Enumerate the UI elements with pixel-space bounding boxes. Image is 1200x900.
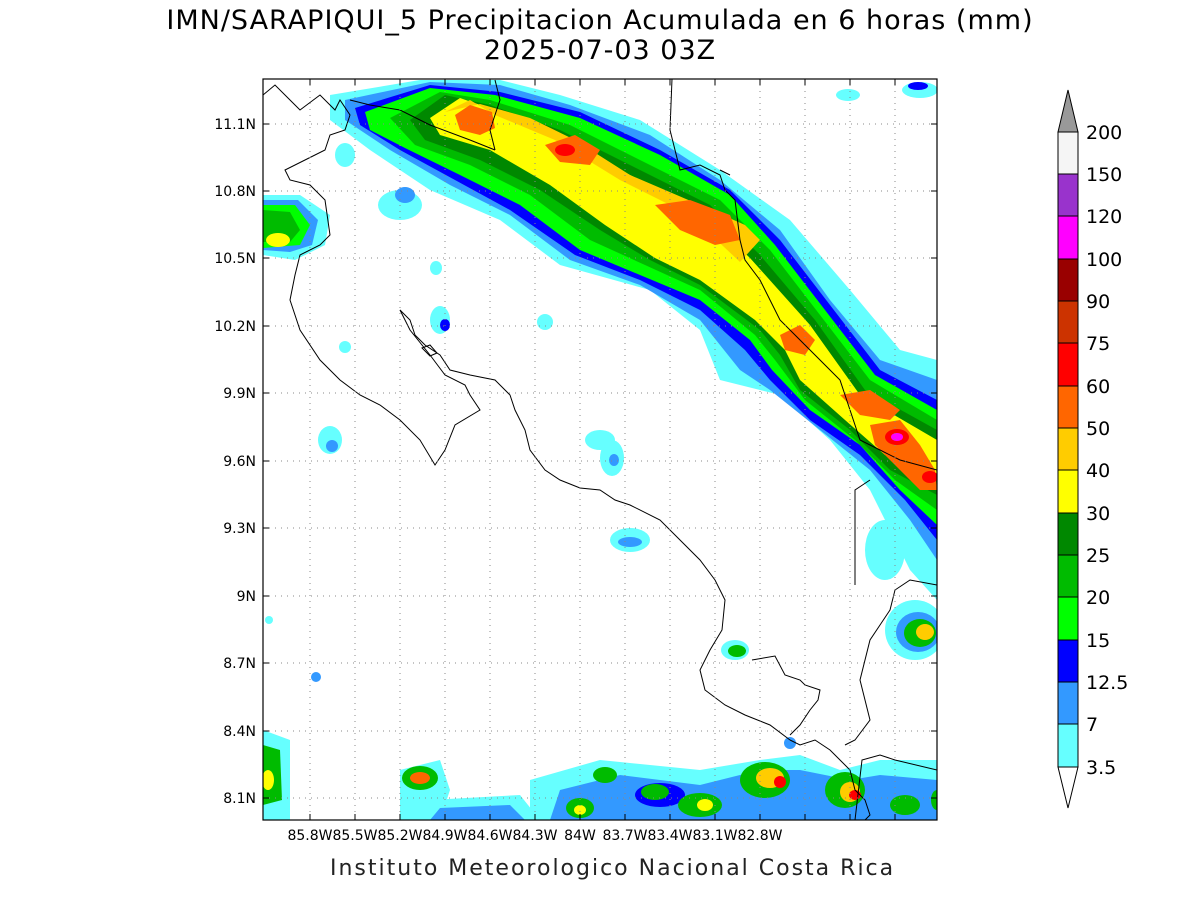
rain-cell-120 xyxy=(891,433,903,441)
lat-label: 9N xyxy=(237,589,256,605)
rain-band-north-30 xyxy=(430,98,937,480)
colorbar-label: 60 xyxy=(1086,376,1110,398)
colorbar-label: 150 xyxy=(1086,164,1122,186)
rain-cell-d-50 xyxy=(780,325,815,355)
rain-cell-e-50 xyxy=(840,390,900,420)
colorbar-label: 200 xyxy=(1086,122,1122,144)
lon-label: 84.6W xyxy=(467,828,512,844)
rain-band-north-3-5 xyxy=(330,80,937,600)
lat-label: 9.6N xyxy=(223,454,256,470)
lat-label: 10.2N xyxy=(214,319,256,335)
longitude-labels: 85.8W 85.5W 85.2W 84.9W 84.6W 84.3W 84W … xyxy=(287,828,782,844)
lon-label: 83.7W xyxy=(602,828,647,844)
colorbar-label: 120 xyxy=(1086,206,1122,228)
map-frame xyxy=(262,78,938,821)
colorbar-label: 15 xyxy=(1086,630,1110,652)
colorbar-label: 40 xyxy=(1086,460,1110,482)
lat-label: 8.1N xyxy=(223,791,256,807)
rain-band-north-12 xyxy=(355,85,937,540)
colorbar-top-arrow xyxy=(1057,89,1079,133)
colorbar: 200 150 120 100 90 75 60 50 40 30 25 20 … xyxy=(1057,89,1128,809)
lon-label: 85.2W xyxy=(377,828,422,844)
rain-band-north-40 xyxy=(445,100,760,262)
lon-label: 84W xyxy=(564,828,596,844)
latitude-labels: 11.1N 10.8N 10.5N 10.2N 9.9N 9.6N 9.3N 9… xyxy=(214,117,256,807)
lon-label: 84.9W xyxy=(422,828,467,844)
precipitation-field xyxy=(263,80,937,820)
rain-cell-h-60 xyxy=(555,144,575,156)
rain-band-north-7 xyxy=(345,82,937,560)
grid xyxy=(263,79,937,820)
institution-credit: Instituto Meteorologico Nacional Costa R… xyxy=(330,856,896,881)
colorbar-label: 100 xyxy=(1086,249,1122,271)
lon-label: 85.5W xyxy=(332,828,377,844)
colorbar-label: 90 xyxy=(1086,291,1110,313)
coastline xyxy=(263,79,937,820)
colorbar-label: 12.5 xyxy=(1086,672,1128,694)
rain-cell-c-50 xyxy=(655,200,740,245)
map-datetime: 2025-07-03 03Z xyxy=(483,35,717,66)
colorbar-label: 25 xyxy=(1086,545,1110,567)
lon-label: 83.4W xyxy=(647,828,692,844)
lon-label: 83.1W xyxy=(692,828,737,844)
lat-label: 8.7N xyxy=(223,656,256,672)
lon-label: 85.8W xyxy=(287,828,332,844)
colorbar-bottom-arrow xyxy=(1057,766,1079,809)
colorbar-label: 30 xyxy=(1086,503,1110,525)
rain-cell-a-50 xyxy=(455,105,495,135)
lat-label: 10.8N xyxy=(214,184,256,200)
lat-label: 9.3N xyxy=(223,521,256,537)
lon-label: 84.3W xyxy=(512,828,557,844)
colorbar-label: 50 xyxy=(1086,418,1110,440)
axis-ticks xyxy=(263,79,937,820)
colorbar-label: 3.5 xyxy=(1086,757,1116,779)
lon-label: 82.8W xyxy=(737,828,782,844)
map-title: IMN/SARAPIQUI_5 Precipitacion Acumulada … xyxy=(166,5,1034,36)
rain-cell-g-60 xyxy=(922,471,937,483)
rain-band-north-15 xyxy=(365,88,937,525)
colorbar-label: 75 xyxy=(1086,333,1110,355)
colorbar-label: 7 xyxy=(1086,714,1098,736)
lat-label: 10.5N xyxy=(214,251,256,267)
colorbar-label: 20 xyxy=(1086,587,1110,609)
lat-label: 9.9N xyxy=(223,386,256,402)
lat-label: 11.1N xyxy=(214,117,256,133)
lat-label: 8.4N xyxy=(223,724,256,740)
